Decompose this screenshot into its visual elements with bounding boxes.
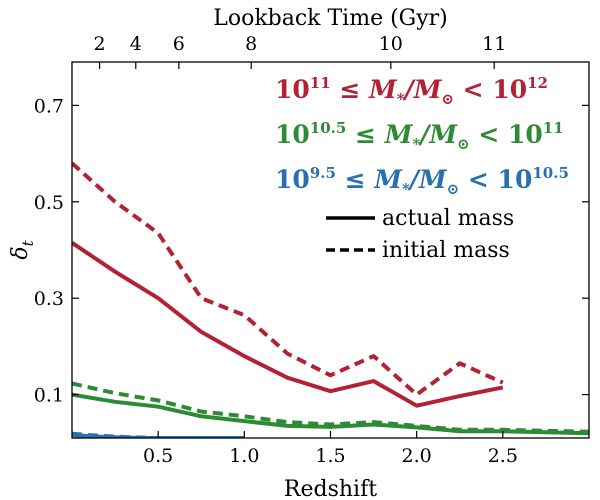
top-tick-label: 8: [245, 33, 257, 55]
legend: actual mass initial mass: [326, 206, 514, 263]
legend-label-initial: initial mass: [382, 238, 510, 263]
mass-bin-labels: 1011 ≤ M*/M⊙ < 1012 1010.5 ≤ M*/M⊙ < 101…: [275, 74, 569, 198]
x-tick-label: 1.5: [315, 445, 345, 467]
top-axis-title: Lookback Time (Gyr): [213, 6, 448, 31]
y-tick-label: 0.1: [34, 385, 64, 407]
y-tick-label: 0.3: [34, 288, 64, 310]
mass-bin-label-mid: 1010.5 ≤ M*/M⊙ < 1011: [275, 119, 564, 153]
x-tick-label: 2.0: [402, 445, 432, 467]
series-low-initial: [72, 431, 245, 438]
y-axis-symbol: δ: [8, 246, 33, 259]
mass-bin-label-low: 109.5 ≤ M*/M⊙ < 1010.5: [275, 164, 569, 198]
y-tick-label: 0.7: [34, 95, 64, 117]
series-mid-initial: [72, 381, 589, 434]
top-tick-label: 11: [482, 33, 506, 55]
y-axis-title: δt: [8, 239, 37, 259]
y-tick-label: 0.5: [34, 192, 64, 214]
top-tick-label: 2: [94, 33, 106, 55]
y-axis-subscript: t: [19, 239, 37, 246]
x-axis-title: Redshift: [284, 477, 377, 500]
top-tick-label: 6: [173, 33, 185, 55]
top-tick-label: 4: [130, 33, 142, 55]
series-mid-actual: [72, 392, 589, 436]
mass-bin-label-high: 1011 ≤ M*/M⊙ < 1012: [275, 74, 548, 108]
series-high-initial: [72, 161, 504, 397]
x-tick-label: 1.0: [229, 445, 259, 467]
top-tick-label: 10: [379, 33, 403, 55]
series-layer: [72, 161, 589, 438]
x-tick-label: 0.5: [143, 445, 173, 467]
ticks-layer: 0.5 1.0 1.5 2.0 2.5 0.1 0.3 0.5 0.7 2 4 6 8 10 11: [34, 33, 589, 467]
x-tick-label: 2.5: [488, 445, 518, 467]
legend-label-actual: actual mass: [382, 206, 514, 231]
series-high-actual: [72, 241, 504, 408]
